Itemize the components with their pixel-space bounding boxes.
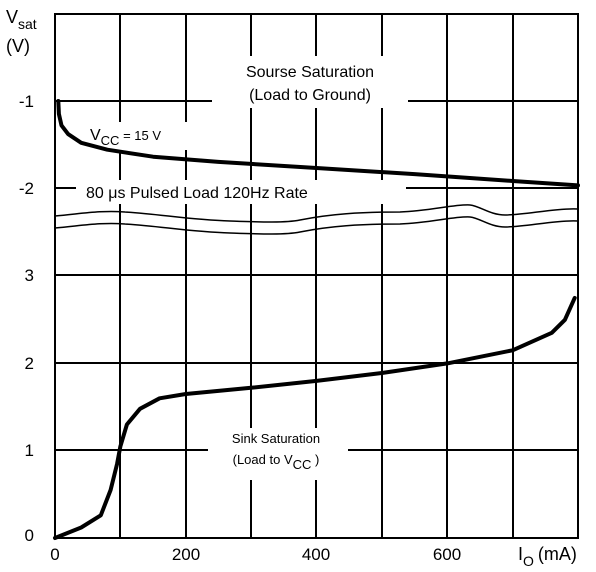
y-tick-label: -1	[19, 92, 34, 111]
axis-break	[54, 204, 579, 235]
y-axis-label: Vsat	[6, 7, 37, 32]
sink-saturation-title: Sink Saturation	[232, 431, 320, 446]
x-tick-label: 200	[172, 545, 200, 564]
source-saturation-title: Sourse Saturation	[246, 64, 374, 81]
x-axis-label: IO (mA)	[518, 544, 577, 569]
y-tick-label: 2	[25, 354, 34, 373]
series-source-saturation	[56, 99, 580, 188]
annotation-masks	[76, 56, 408, 480]
y-tick-label: -2	[19, 179, 34, 198]
plot-frame	[54, 13, 579, 539]
source-saturation-subtitle: (Load to Ground)	[249, 87, 371, 104]
y-tick-label: 1	[25, 441, 34, 460]
sink-saturation-subtitle: (Load to VCC )	[233, 452, 320, 472]
axis-break-lower	[54, 216, 579, 235]
y-tick-label: 0	[25, 526, 34, 545]
y-tick-label: 3	[25, 266, 34, 285]
y-axis-unit: (V)	[6, 36, 30, 56]
vcc-annotation: VCC = 15 V	[90, 127, 161, 148]
x-tick-label: 0	[50, 545, 59, 564]
axis-break-upper	[54, 204, 579, 223]
x-tick-label: 600	[433, 545, 461, 564]
pulsed-load-annotation: 80 μs Pulsed Load 120Hz Rate	[86, 185, 308, 202]
x-tick-label: 400	[302, 545, 330, 564]
series-sink-saturation	[53, 295, 577, 540]
